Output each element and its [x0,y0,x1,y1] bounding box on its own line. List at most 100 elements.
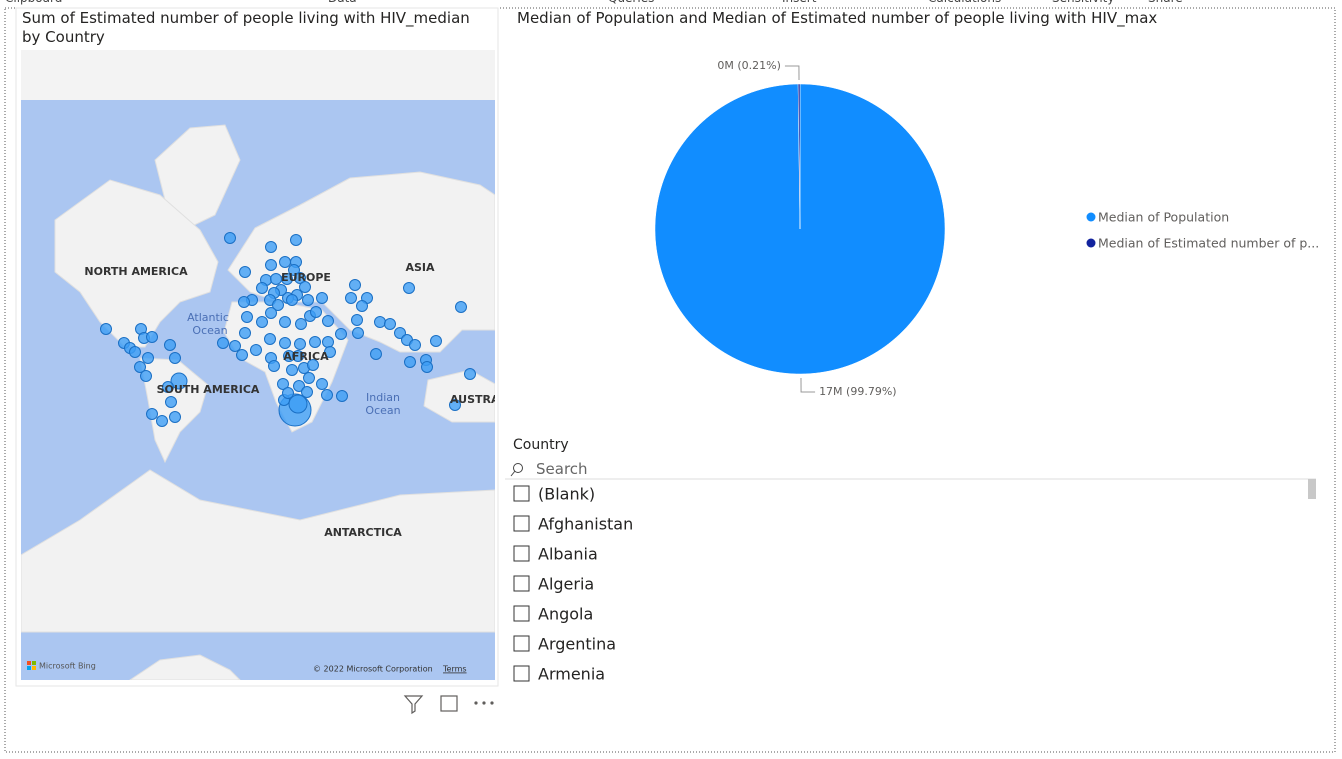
ocean-label: Ocean [192,324,227,337]
ribbon-tab[interactable]: Sensitivity [1052,0,1114,5]
bing-logo [27,661,31,665]
map: NORTH AMERICA EUROPE ASIA Atlantic Ocean… [21,50,495,680]
map-bubble [321,389,333,401]
map-title: Sum of Estimated number of people living… [22,9,470,46]
ribbon-tab[interactable]: Data [328,0,357,5]
map-bubble [384,318,396,330]
legend-label: Median of Estimated number of p... [1098,236,1319,251]
slicer-title: Country [513,437,569,453]
ribbon-tab[interactable]: Share [1148,0,1183,5]
checkbox[interactable] [513,545,530,562]
bing-logo [27,666,31,670]
map-bubble [324,346,336,358]
search-icon [510,470,516,477]
ocean [21,632,495,680]
checkbox[interactable] [513,605,530,622]
slicer-item: Argentina [538,635,616,654]
more-icon[interactable] [490,701,494,705]
map-bubble [169,352,181,364]
map-bubble [309,336,321,348]
map-bubble [224,232,236,244]
map-bubble [268,360,280,372]
map-bubble [265,307,277,319]
map-bubble [164,339,176,351]
map-bubble [265,259,277,271]
map-bubble [282,387,294,399]
map-bubble [299,281,311,293]
map-bubble [169,411,181,423]
land [21,124,495,680]
region-label: ASIA [405,261,435,274]
bing-logo [32,666,36,670]
region-label: EUROPE [281,271,331,284]
search-icon [513,463,523,473]
map-bubble [430,335,442,347]
map-bubble [100,323,112,335]
legend-label: Median of Population [1098,210,1229,225]
map-bubble [279,256,291,268]
map-bubble [134,361,146,373]
slicer-item: (Blank) [538,485,595,504]
pie-title: Median of Population and Median of Estim… [517,9,1158,27]
pie-chart: 17M (99.79%) 0M (0.21%) Median of Populati… [654,59,1319,398]
map-bubble [294,272,306,284]
checkbox[interactable] [513,515,530,532]
map-bubble [351,314,363,326]
map-bubble [370,348,382,360]
slicer-item: Armenia [538,665,605,684]
more-icon[interactable] [482,701,486,705]
map-bubble [449,399,461,411]
ribbon: Clipboard Data Queries Insert Calculations Se… [0,0,1322,5]
map-bubble [336,390,348,402]
ocean-label: Atlantic [187,311,229,324]
map-bubble [217,337,229,349]
map-bubble [455,301,467,313]
checkbox[interactable] [513,665,530,682]
map-bubble [374,316,386,328]
map-bubble [129,346,141,358]
map-bubble [316,378,328,390]
data-label: 0M (0.21%) [717,59,781,72]
checkbox[interactable] [513,485,530,502]
map-bubble [236,349,248,361]
slicer-search[interactable]: Search [536,460,588,478]
focus-icon[interactable] [440,695,458,712]
map-bubble [295,318,307,330]
map-bubble [140,370,152,382]
ribbon-tab[interactable]: Insert [782,0,816,5]
bing-logo [32,661,36,665]
ribbon-tab[interactable]: Calculations [928,0,1001,5]
region-label: ANTARCTICA [324,526,402,539]
map-bubble [293,380,305,392]
page-border [4,7,1336,753]
more-icon[interactable] [474,701,478,705]
map-bubble [349,279,361,291]
map-bubble [464,368,476,380]
ocean-label: Ocean [365,404,400,417]
slicer-item: Albania [538,545,598,564]
leader-line [784,65,800,81]
visual-header-icons [403,695,494,715]
map-bubble [239,327,251,339]
map-bubble [277,378,289,390]
checkbox[interactable] [513,635,530,652]
map-bubble [322,315,334,327]
region-label: NORTH AMERICA [84,265,188,278]
map-bubble [345,292,357,304]
ocean-label: Indian [366,391,400,404]
map-bubble [301,386,313,398]
terms-link[interactable]: Terms [442,665,467,674]
map-bubble [335,328,347,340]
filter-icon[interactable] [403,695,424,715]
map-bubble [286,294,298,306]
ribbon-tab[interactable]: Queries [608,0,654,5]
scrollbar[interactable] [1308,479,1316,499]
checkbox[interactable] [513,575,530,592]
map-bubble [310,306,322,318]
leader-line [800,377,816,393]
map-bubble [264,333,276,345]
ribbon-tab[interactable]: Clipboard [5,0,62,5]
map-bubble [302,294,314,306]
map-bubble [146,408,158,420]
